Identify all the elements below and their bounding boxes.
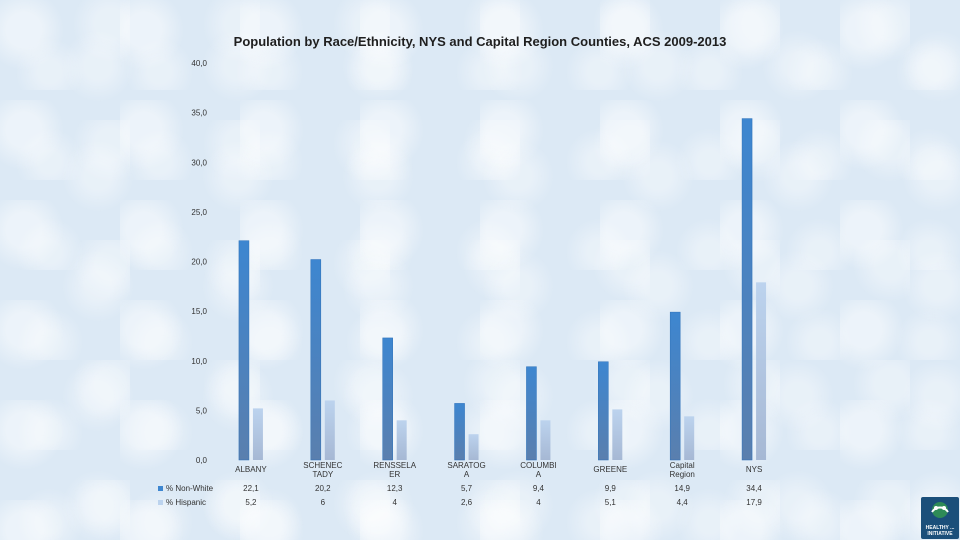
legend-label: % Hispanic <box>166 498 206 507</box>
table-cell: 34,4 <box>746 484 762 493</box>
table-cell: 4 <box>536 498 541 507</box>
bar-hispanic <box>540 420 551 460</box>
category-label: NYS <box>746 465 762 474</box>
legend-label: % Non-White <box>166 484 214 493</box>
bar-hispanic <box>468 434 479 460</box>
bar-hispanic <box>684 416 695 460</box>
bar-hispanic <box>324 400 335 460</box>
legend-swatch <box>158 486 163 491</box>
table-cell: 22,1 <box>243 484 259 493</box>
table-cell: 20,2 <box>315 484 331 493</box>
chart-title: Population by Race/Ethnicity, NYS and Ca… <box>234 34 727 49</box>
bar-non-white <box>310 259 322 461</box>
category-label: TADY <box>312 470 333 479</box>
table-cell: 2,6 <box>461 498 473 507</box>
table-cell: 9,4 <box>533 484 545 493</box>
y-tick-label: 5,0 <box>196 406 208 415</box>
bar-non-white <box>741 118 753 461</box>
category-label: ALBANY <box>235 465 267 474</box>
table-cell: 17,9 <box>746 498 762 507</box>
table-cell: 5,7 <box>461 484 473 493</box>
category-label: SARATOG <box>447 461 485 470</box>
y-tick-label: 15,0 <box>191 307 207 316</box>
y-tick-label: 25,0 <box>191 208 207 217</box>
table-cell: 4,4 <box>677 498 689 507</box>
logo-mark-icon <box>931 502 949 518</box>
table-cell: 5,2 <box>245 498 257 507</box>
category-label: ER <box>389 470 400 479</box>
table-cell: 6 <box>321 498 326 507</box>
category-label: COLUMBI <box>520 461 556 470</box>
y-tick-label: 35,0 <box>191 109 207 118</box>
y-tick-label: 0,0 <box>196 456 208 465</box>
legend-swatch <box>158 500 163 505</box>
table-cell: 12,3 <box>387 484 403 493</box>
category-label: A <box>464 470 470 479</box>
y-tick-label: 10,0 <box>191 357 207 366</box>
table-cell: 14,9 <box>674 484 690 493</box>
y-tick-label: 20,0 <box>191 258 207 267</box>
table-cell: 4 <box>392 498 397 507</box>
y-tick-label: 40,0 <box>191 59 207 68</box>
bar-hispanic <box>252 408 263 460</box>
bar-non-white <box>382 337 393 461</box>
bar-hispanic <box>612 409 623 460</box>
bar-non-white <box>526 366 537 461</box>
category-label: Region <box>670 470 695 479</box>
logo-text: HEALTHY ... INITIATIVE <box>925 525 955 537</box>
bar-hispanic <box>396 420 407 460</box>
category-label: Capital <box>670 461 695 470</box>
category-label: RENSSELA <box>373 461 416 470</box>
category-label: GREENE <box>593 465 627 474</box>
bar-non-white <box>669 311 681 461</box>
table-cell: 5,1 <box>605 498 617 507</box>
table-cell: 9,9 <box>605 484 617 493</box>
y-tick-label: 30,0 <box>191 158 207 167</box>
bar-hispanic <box>756 282 767 460</box>
bar-non-white <box>454 403 465 461</box>
category-label: SCHENEC <box>303 461 342 470</box>
bar-non-white <box>238 240 250 461</box>
logo-icon: HEALTHY ... INITIATIVE <box>921 497 959 539</box>
bar-non-white <box>598 361 609 461</box>
category-label: A <box>536 470 542 479</box>
